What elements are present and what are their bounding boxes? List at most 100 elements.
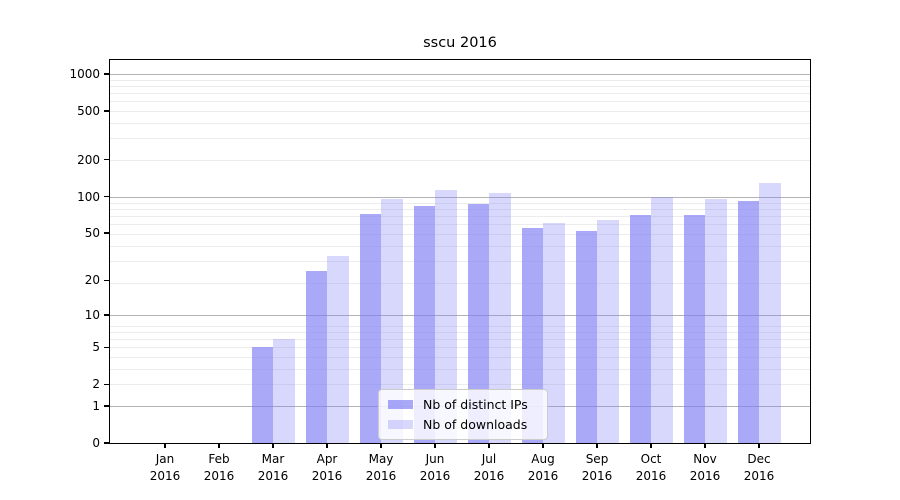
bar-downloads-aug — [543, 222, 565, 443]
legend-swatch-downloads — [388, 419, 413, 429]
minor-gridline — [110, 224, 810, 226]
x-axis-tick-label: Feb 2016 — [203, 452, 235, 483]
minor-gridline — [110, 122, 810, 124]
minor-gridline — [110, 208, 810, 210]
bar-distinct-ips-mar — [251, 347, 273, 443]
bar-downloads-may — [381, 199, 403, 443]
x-axis-tick-label: May 2016 — [365, 452, 397, 483]
plot-area: Nb of distinct IPs Nb of downloads 0 1 2 5 1… — [69, 59, 811, 483]
y-axis-tick-label: 20 — [84, 273, 100, 288]
x-axis-tick-label: Jan 2016 — [149, 452, 181, 483]
bar-downloads-jul — [489, 192, 511, 443]
x-axis-tick-label: Apr 2016 — [311, 452, 343, 483]
minor-gridline — [110, 339, 810, 341]
y-axis-tick — [104, 405, 110, 407]
chart-title: sscu 2016 — [423, 35, 497, 51]
y-axis-tick — [104, 442, 110, 444]
legend-row: Nb of distinct IPs — [388, 397, 538, 412]
bar-downloads-nov — [705, 199, 727, 443]
x-axis-tick-label: Aug 2016 — [527, 452, 559, 483]
x-axis-tick-label: Sep 2016 — [581, 452, 613, 483]
x-axis-tick — [488, 443, 490, 448]
x-axis-tick-label: Jul 2016 — [473, 452, 505, 483]
x-axis-tick-label: Jun 2016 — [419, 452, 451, 483]
x-axis-tick — [218, 443, 220, 448]
y-axis-tick — [104, 232, 110, 234]
bar-distinct-ips-sep — [575, 230, 597, 443]
major-gridline — [110, 196, 810, 198]
x-axis-tick — [704, 443, 706, 448]
y-axis-tick-label: 5 — [92, 340, 100, 355]
minor-gridline — [110, 261, 810, 263]
y-axis-tick — [104, 110, 110, 112]
y-axis-tick — [104, 195, 110, 198]
minor-gridline — [110, 202, 810, 204]
bar-downloads-dec — [759, 183, 781, 443]
x-axis-tick — [434, 443, 436, 448]
minor-gridline — [110, 283, 810, 284]
minor-gridline — [110, 85, 810, 87]
minor-gridline — [110, 384, 810, 386]
x-axis-tick — [596, 443, 598, 448]
minor-gridline — [110, 79, 810, 81]
y-axis-tick-label: 100 — [77, 189, 100, 204]
minor-gridline — [110, 101, 810, 103]
x-axis-tick — [650, 443, 652, 448]
minor-gridline — [110, 368, 810, 370]
minor-gridline — [110, 93, 810, 95]
minor-gridline — [110, 331, 810, 333]
bar-distinct-ips-jun — [413, 205, 435, 443]
y-axis-tick — [104, 346, 110, 348]
minor-gridline — [110, 325, 810, 327]
minor-gridline — [110, 216, 810, 218]
y-axis-tick-label: 10 — [84, 307, 100, 322]
legend-label-downloads: Nb of downloads — [423, 416, 528, 432]
minor-gridline — [110, 357, 810, 358]
minor-gridline — [110, 347, 810, 349]
bar-distinct-ips-dec — [737, 200, 759, 443]
y-axis-tick-label: 2 — [92, 377, 100, 392]
x-axis-tick — [380, 443, 382, 448]
x-axis-tick-label: Dec 2016 — [743, 452, 775, 483]
y-axis-tick-label: 1 — [92, 399, 100, 413]
x-axis-tick — [326, 443, 328, 448]
y-axis-tick — [104, 159, 110, 161]
x-axis-tick-label: Oct 2016 — [635, 452, 667, 483]
bar-downloads-apr — [327, 256, 349, 443]
bar-downloads-jun — [435, 189, 457, 443]
x-axis-tick — [164, 443, 166, 448]
x-axis-tick — [272, 443, 274, 448]
minor-gridline — [110, 138, 810, 140]
y-axis-tick-label: 1000 — [69, 66, 100, 81]
major-gridline — [110, 73, 810, 75]
x-axis-tick — [542, 443, 544, 448]
y-axis-tick-label: 0 — [92, 436, 100, 450]
y-axis-tick-label: 200 — [77, 152, 100, 167]
bar-distinct-ips-oct — [629, 214, 651, 443]
minor-gridline — [110, 160, 810, 161]
bar-downloads-oct — [651, 197, 673, 443]
y-axis-tick — [104, 279, 110, 282]
minor-gridline — [110, 234, 810, 235]
y-axis-tick — [104, 314, 110, 316]
major-gridline — [110, 314, 810, 316]
minor-gridline — [110, 111, 810, 112]
legend-label-distinct-ips: Nb of distinct IPs — [423, 397, 528, 413]
minor-gridline — [110, 245, 810, 247]
x-axis-tick-label: Nov 2016 — [689, 452, 721, 483]
legend-swatch-distinct-ips — [388, 400, 413, 410]
y-axis-tick-label: 500 — [77, 103, 100, 118]
bar-downloads-sep — [597, 220, 619, 443]
legend: Nb of distinct IPs Nb of downloads — [378, 389, 548, 440]
x-axis-tick-label: Mar 2016 — [257, 452, 289, 483]
bar-downloads-mar — [273, 339, 295, 443]
bar-distinct-ips-may — [359, 213, 381, 443]
legend-row: Nb of downloads — [388, 417, 538, 432]
bar-distinct-ips-nov — [683, 214, 705, 443]
y-axis-tick — [104, 383, 110, 385]
y-axis-tick-label: 50 — [84, 226, 100, 240]
bar-distinct-ips-apr — [305, 271, 327, 443]
x-axis-tick — [758, 443, 760, 448]
y-axis-tick — [104, 73, 110, 75]
